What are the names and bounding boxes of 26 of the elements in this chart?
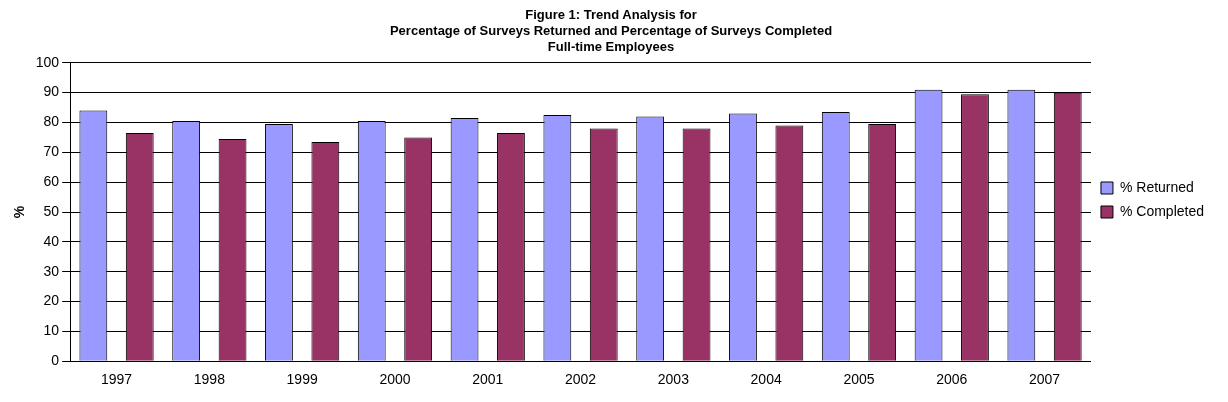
y-tick-label: 70 bbox=[43, 143, 60, 160]
x-tick-label: 2003 bbox=[657, 371, 690, 388]
y-tick-label: 10 bbox=[43, 322, 60, 339]
x-tick-label: 2002 bbox=[564, 371, 597, 388]
y-axis-title: % bbox=[11, 205, 28, 219]
y-tick-label: 60 bbox=[43, 173, 60, 190]
x-tick-label: 1997 bbox=[100, 371, 133, 388]
x-tick-label: 1999 bbox=[286, 371, 318, 388]
x-tick-label: 2001 bbox=[472, 371, 504, 388]
y-tick-label: 90 bbox=[43, 83, 60, 100]
x-tick-label: 2000 bbox=[379, 371, 411, 388]
y-tick-label: 100 bbox=[35, 53, 60, 70]
y-tick-label: 20 bbox=[43, 292, 60, 309]
y-tick-label: 50 bbox=[43, 202, 60, 219]
y-tick-label: 80 bbox=[43, 113, 60, 130]
legend-label: % Returned bbox=[1119, 178, 1194, 195]
y-tick-label: 30 bbox=[43, 262, 60, 279]
x-tick-label: 2007 bbox=[1028, 371, 1061, 388]
x-tick-label: 2004 bbox=[750, 371, 782, 388]
legend-label: % Completed bbox=[1119, 202, 1205, 219]
x-tick-label: 2006 bbox=[936, 371, 968, 388]
y-tick-label: 40 bbox=[43, 232, 60, 249]
x-tick-label: 2005 bbox=[843, 371, 875, 388]
x-tick-label: 1998 bbox=[193, 371, 226, 388]
y-tick-label: 0 bbox=[51, 352, 60, 369]
chart-title: Figure 1: Trend Analysis for Percentage of Surveys Returned and Percentage of Surveys Completed Full-time Employees bbox=[389, 7, 833, 54]
